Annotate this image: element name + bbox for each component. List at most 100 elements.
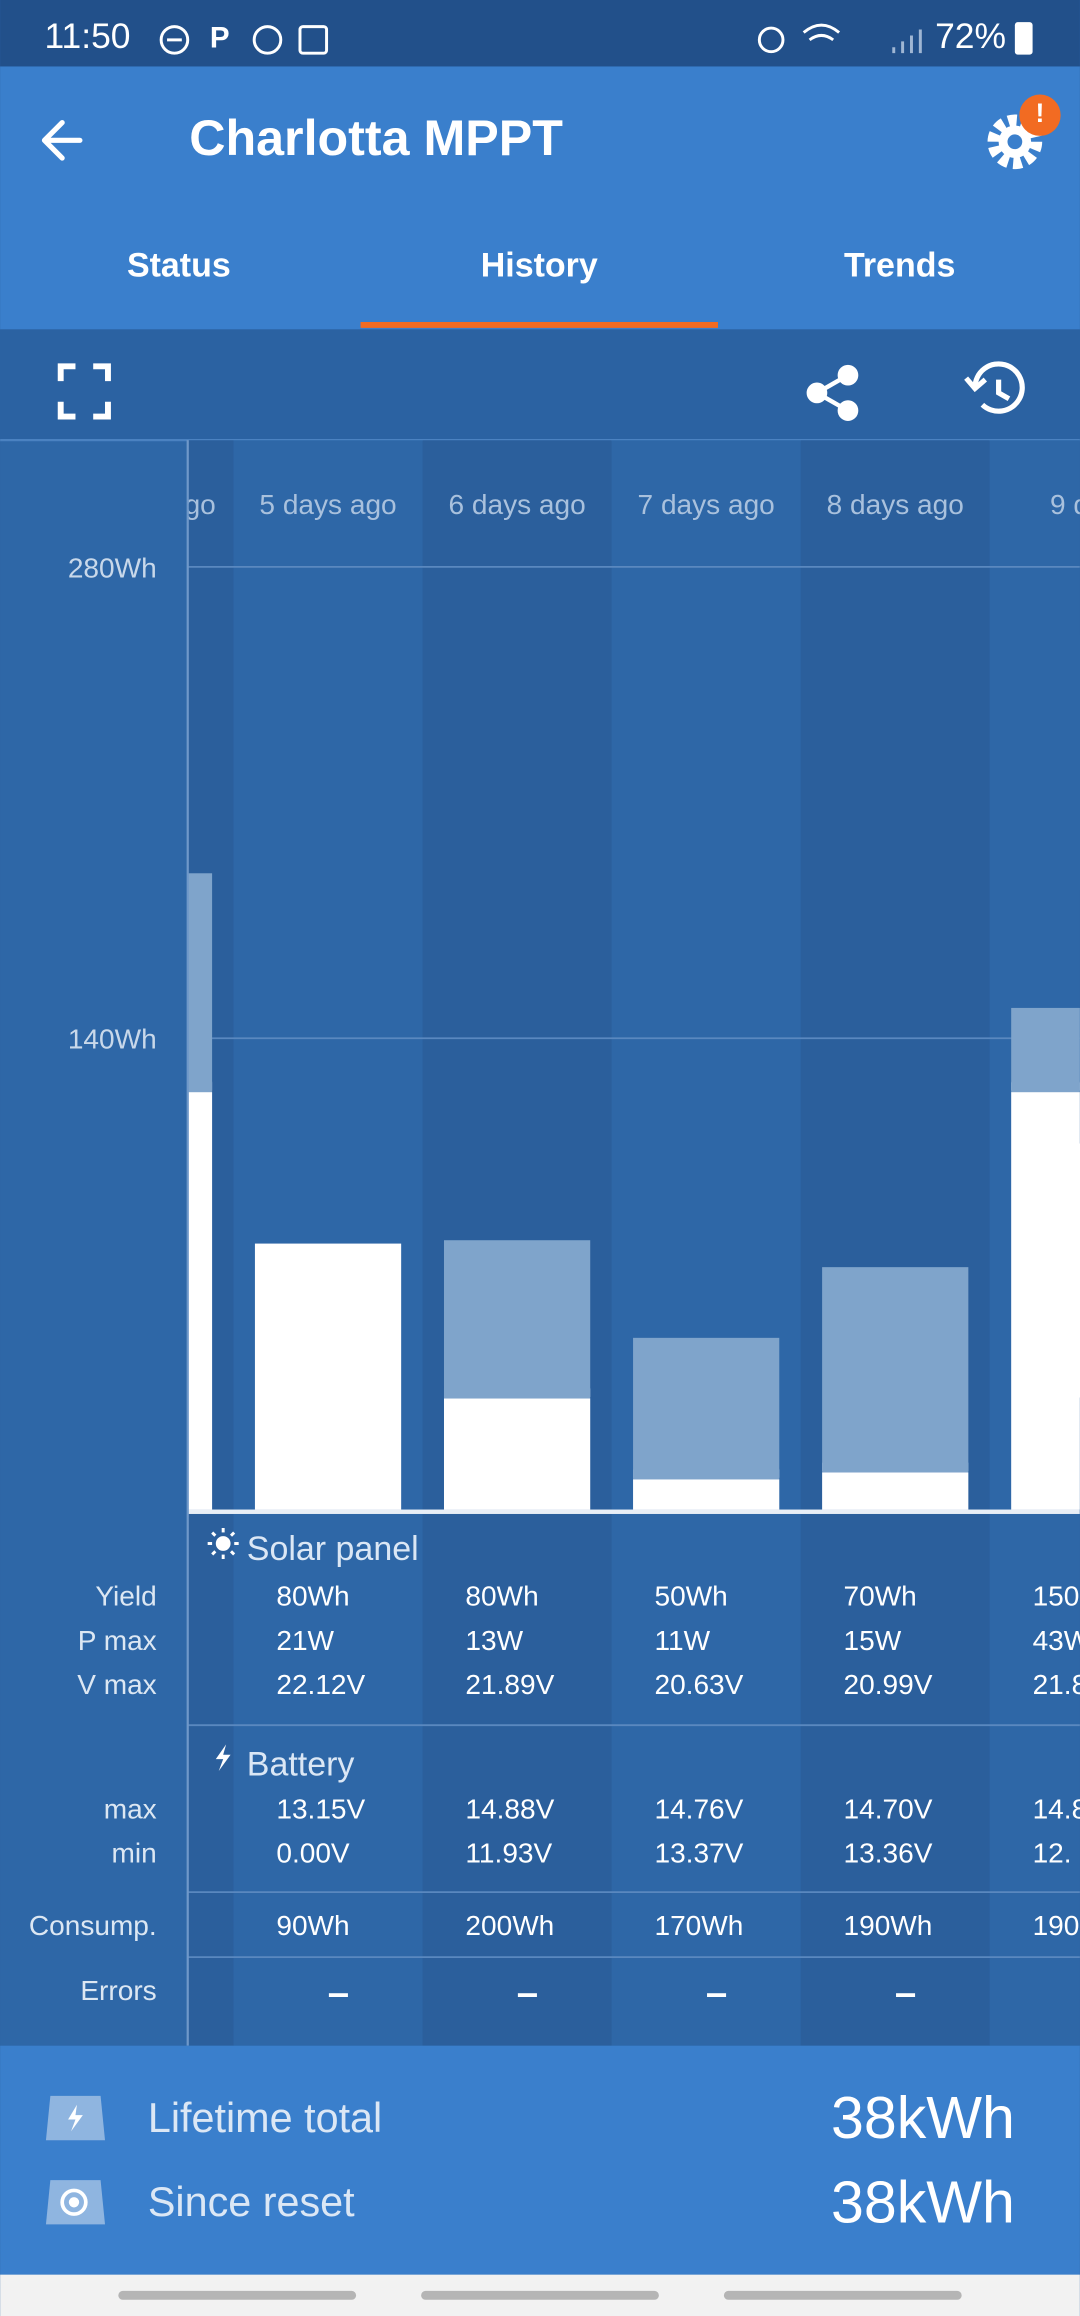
sun-ray	[211, 1531, 217, 1537]
reset-glyph	[60, 2188, 88, 2216]
total-label: Since reset	[148, 2179, 355, 2225]
cell-value: 43W	[1033, 1625, 1080, 1656]
cell-value: 21W	[276, 1625, 334, 1656]
error-value: –	[706, 1972, 727, 2015]
cell-value: 190	[1033, 1910, 1080, 1941]
cell-value: 190Wh	[844, 1910, 933, 1941]
cell-value: 21.89V	[465, 1669, 554, 1700]
column-stripe	[233, 440, 423, 2046]
x-tick-label: 6 days ago	[448, 489, 585, 520]
cell-value: 70Wh	[844, 1581, 917, 1612]
cell-value: 80Wh	[276, 1581, 349, 1612]
x-tick-label: 7 days ago	[638, 489, 775, 520]
fullscreen-button[interactable]	[57, 363, 111, 420]
row-label: V max	[77, 1669, 157, 1700]
cell-value: 20.99V	[844, 1669, 933, 1700]
error-value: –	[328, 1972, 349, 2015]
bar-segment	[633, 1337, 780, 1480]
row-label: Errors	[80, 1975, 156, 2006]
sun-core	[215, 1536, 231, 1551]
cell-value: 13.37V	[654, 1838, 743, 1869]
nav-handle[interactable]	[118, 2290, 357, 2300]
cell-value: 150	[1033, 1581, 1080, 1612]
status-icons: P	[159, 22, 922, 55]
total-label: Lifetime total	[148, 2095, 382, 2141]
bar-segment	[633, 1479, 780, 1510]
cell-value: 14.76V	[654, 1793, 743, 1824]
bar-segment	[1011, 1007, 1080, 1093]
row-label: P max	[78, 1625, 157, 1656]
status-bar	[0, 0, 1080, 67]
cell-value: 90Wh	[276, 1910, 349, 1941]
tab-active[interactable]: History	[481, 246, 598, 284]
settings-button[interactable]: !	[987, 94, 1061, 170]
baseline	[187, 1509, 1080, 1514]
bar-segment	[822, 1267, 969, 1473]
column-stripe	[611, 440, 801, 2046]
tab-indicator	[360, 321, 718, 328]
reset-glyph-dot	[68, 2197, 80, 2208]
row-label: max	[104, 1793, 157, 1824]
cell-value: 15W	[844, 1625, 902, 1656]
sun-ray	[229, 1531, 236, 1537]
cell-value: 13.15V	[276, 1793, 365, 1824]
row-label: Yield	[95, 1581, 156, 1612]
cell-value: 21.8	[1033, 1669, 1080, 1700]
error-value: –	[517, 1972, 538, 2015]
y-tick-label: 140Wh	[68, 1024, 157, 1055]
row-label: min	[112, 1838, 157, 1869]
status-battery: 72%	[935, 16, 1006, 56]
cell-value: 13.36V	[844, 1838, 933, 1869]
total-value: 38kWh	[831, 2169, 1015, 2235]
cell-value: 11.93V	[465, 1838, 552, 1869]
battery-icon	[1014, 22, 1033, 55]
cell-value: 50Wh	[654, 1581, 727, 1612]
x-tick-label: 9 day	[1050, 489, 1080, 520]
back-button[interactable]	[41, 120, 83, 161]
cell-value: 11W	[654, 1625, 710, 1656]
status-time: 11:50	[44, 16, 130, 56]
cell-value: 14.70V	[844, 1793, 933, 1824]
cell-value: 13W	[465, 1625, 523, 1656]
bar-segment	[187, 873, 213, 1093]
alert-badge: !	[1036, 98, 1045, 128]
cell-value: 170Wh	[654, 1910, 743, 1941]
app-bar	[0, 66, 1080, 330]
section-title: Solar panel	[247, 1530, 419, 1568]
tab[interactable]: Trends	[844, 246, 955, 284]
bolt-icon	[215, 1744, 231, 1771]
bar-segment	[443, 1240, 591, 1399]
totals-panel	[0, 2045, 1080, 2275]
section-title: Battery	[247, 1746, 355, 1784]
nav-handle[interactable]	[421, 2290, 659, 2300]
column-stripe	[800, 440, 990, 2046]
bar-segment	[1011, 1092, 1080, 1510]
x-tick-label: 8 days ago	[827, 489, 964, 520]
error-value: –	[895, 1972, 916, 2015]
cell-value: 80Wh	[465, 1581, 538, 1612]
plot: go 5 days ago 6 days ago 7 days ago 8 days a…	[187, 440, 1080, 2046]
cell-value: 200Wh	[465, 1910, 554, 1941]
cell-value: 14.8	[1033, 1793, 1080, 1824]
bar-segment	[822, 1472, 969, 1510]
history-button[interactable]	[964, 361, 1025, 414]
share-button[interactable]	[806, 364, 859, 421]
bolt-glyph	[68, 2104, 83, 2132]
sun-ray	[211, 1550, 217, 1556]
nav-handle[interactable]	[723, 2290, 962, 2300]
tab[interactable]: Status	[127, 246, 231, 284]
x-tick-label: 5 days ago	[259, 489, 396, 520]
cell-value: 12.	[1033, 1838, 1072, 1869]
data-table: Solar panel Yield 80Wh 80Wh 50Wh 70Wh 150 P max…	[29, 1527, 1080, 2015]
app-title: Charlotta MPPT	[189, 110, 563, 166]
bar-segment	[443, 1398, 591, 1510]
cell-value: 22.12V	[276, 1669, 365, 1700]
total-value: 38kWh	[831, 2085, 1015, 2151]
svg-text:P: P	[210, 22, 230, 55]
cell-value: 20.63V	[654, 1669, 743, 1700]
bar-segment	[254, 1243, 402, 1510]
axis: 140Wh 280Wh	[68, 552, 157, 1054]
toolbar	[0, 329, 1080, 441]
cell-value: 0.00V	[276, 1838, 350, 1869]
